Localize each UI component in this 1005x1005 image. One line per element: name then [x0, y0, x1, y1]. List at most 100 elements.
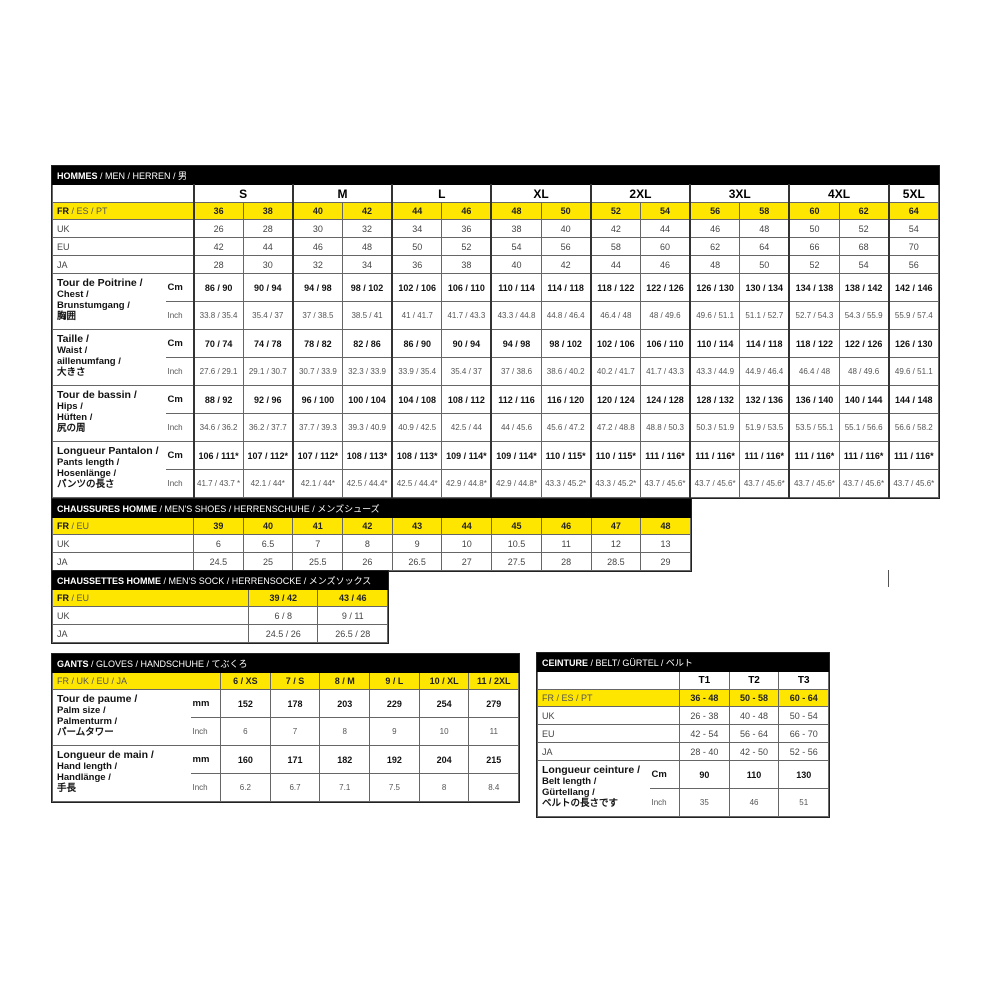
size-cell: 64 — [887, 202, 939, 220]
inch-value: 42.9 / 44.8* — [441, 469, 492, 498]
inch-value: 43.7 / 45.6* — [788, 469, 840, 498]
size-cell: 34 — [341, 255, 393, 274]
table-title: GANTS / GLOVES / HANDSCHUHE / てぶくろ — [51, 654, 520, 673]
size-cell: 42 — [589, 219, 641, 238]
inch-value: 50.3 / 51.9 — [689, 413, 741, 442]
inch-value: 9 — [369, 717, 420, 746]
inch-value: 46.4 / 48 — [788, 357, 840, 386]
measure-row-inch: Inch 6.2 6.7 7.1 7.5 8 8.4 — [53, 773, 520, 802]
inch-value: 33.8 / 35.4 — [192, 301, 244, 330]
size-cell: 44 — [242, 237, 294, 256]
label-text: FR / ES / PT — [542, 693, 593, 703]
size-cell: 40 — [242, 517, 294, 535]
size-group: 5XL — [887, 184, 939, 203]
inch-value: 40.2 / 41.7 — [589, 357, 641, 386]
measure-row-cm: Tour de Poitrine / Chest / Brunstumgang / 胸… — [52, 273, 939, 330]
inch-value: 6.7 — [269, 773, 321, 802]
inch-value: 54.3 / 55.9 — [838, 301, 890, 330]
ja-row: JA 28 30 32 34 36 38 40 42 44 46 48 50 52 54 56 — [52, 255, 939, 274]
size-cell: 52 — [441, 237, 492, 256]
cm-value: 130 / 134 — [739, 273, 790, 302]
size-header: T3 — [778, 671, 830, 690]
measure-translation: Handlänge / — [57, 772, 111, 783]
cm-value: 192 — [369, 745, 420, 774]
label-bold: GANTS — [57, 659, 89, 669]
size-cell: 42 — [192, 237, 244, 256]
cm-value: 107 / 112* — [291, 441, 343, 470]
title-bar: CHAUSSETTES HOMME / MEN'S SOCK / HERRENS… — [52, 571, 388, 590]
measure-translation: 大きさ — [57, 367, 86, 378]
ja-row: JA 28 - 40 42 - 50 52 - 56 — [537, 742, 830, 761]
cm-value: 132 / 136 — [739, 385, 790, 414]
cm-value: 124 / 128 — [639, 385, 691, 414]
inch-value: 48 / 49.6 — [838, 357, 890, 386]
size-cell: 52 - 56 — [778, 742, 830, 761]
label-bold: CHAUSSETTES HOMME — [57, 576, 162, 586]
measure-translation: Pants length / — [57, 457, 120, 468]
inch-value: 45.6 / 47.2 — [540, 413, 592, 442]
cm-value: 82 / 86 — [341, 329, 393, 358]
label-bold: CHAUSSURES HOMME — [57, 504, 158, 514]
measure-translation: Palmenturm / — [57, 716, 118, 727]
size-cell: 28 - 40 — [679, 742, 730, 761]
size-cell: 38 — [242, 202, 294, 220]
size-cell: 56 — [540, 237, 592, 256]
cm-value: 111 / 116* — [739, 441, 790, 470]
cm-value: 215 — [468, 745, 520, 774]
measure-translation: 胸囲 — [57, 311, 77, 322]
size-group: 2XL — [589, 184, 691, 203]
inch-value: 37 / 38.6 — [490, 357, 542, 386]
cm-value: 130 — [778, 760, 830, 789]
cm-value: 171 — [269, 745, 321, 774]
size-cell: 44 — [639, 219, 691, 238]
size-cell: 30 — [291, 219, 343, 238]
measure-translation: パームタワー — [57, 727, 114, 738]
measure-label: Taille / Waist / aillenumfang / 大きさ — [52, 329, 166, 386]
unit-cm: Cm — [165, 385, 194, 414]
cm-value: 112 / 116 — [490, 385, 542, 414]
size-cell: 60 — [639, 237, 691, 256]
measure-translation: Hüften / — [57, 412, 93, 423]
inch-value: 42.5 / 44 — [441, 413, 492, 442]
measure-translation: Gürtellang / — [542, 787, 595, 798]
size-cell: 8 — [342, 534, 393, 553]
cm-value: 110 — [728, 760, 780, 789]
cm-value: 106 / 110 — [639, 329, 691, 358]
measure-label: Tour de bassin / Hips / Hüften / 尻の周 — [52, 385, 166, 442]
inch-value: 27.6 / 29.1 — [192, 357, 244, 386]
size-cell: 60 - 64 — [778, 689, 830, 707]
size-cell: 39 — [193, 517, 244, 535]
inch-value: 43.7 / 45.6* — [689, 469, 741, 498]
cm-value: 109 / 114* — [441, 441, 492, 470]
size-header: T2 — [728, 671, 780, 690]
uk-row: UK 6 6.5 7 8 9 10 10.5 11 12 13 — [52, 534, 691, 553]
fr-row-label: FR / ES / PT — [537, 689, 680, 707]
inch-value: 43.3 / 45.2* — [589, 469, 641, 498]
gloves-size-table: GANTS / GLOVES / HANDSCHUHE / てぶくろ FR / U… — [50, 653, 521, 803]
size-cell: 43 — [391, 517, 443, 535]
inch-value: 48.8 / 50.3 — [639, 413, 691, 442]
size-cell: 45 — [491, 517, 542, 535]
size-cell: 60 — [788, 202, 840, 220]
label-text: / GLOVES / HANDSCHUHE / てぶくろ — [88, 659, 248, 669]
unit-inch: Inch — [165, 301, 194, 330]
table-title: CHAUSSURES HOMME / MEN'S SHOES / HERRENS… — [52, 499, 691, 518]
inch-value: 36.2 / 37.7 — [242, 413, 294, 442]
inch-value: 49.6 / 51.1 — [887, 357, 939, 386]
measure-label: Longueur Pantalon / Pants length / Hosenlä… — [52, 441, 166, 498]
inch-value: 53.5 / 55.1 — [788, 413, 840, 442]
fr-row-label: FR / EU — [52, 589, 249, 607]
title-bar: CEINTURE / BELT/ GÜRTEL / ベルト — [536, 653, 830, 672]
measure-name: Taille / — [57, 333, 89, 345]
uk-row-label: UK — [52, 219, 194, 238]
inch-value: 44 / 45.6 — [490, 413, 542, 442]
unit-inch: Inch — [190, 773, 221, 802]
title-bar: HOMMES / MEN / HERREN / 男 — [52, 166, 939, 185]
inch-value: 35.4 / 37 — [441, 357, 492, 386]
unit-cm: mm — [190, 689, 221, 718]
table-title: CHAUSSETTES HOMME / MEN'S SOCK / HERRENS… — [52, 571, 388, 590]
size-cell: 50 — [391, 237, 443, 256]
measure-row-inch: Inch 34.6 / 36.2 36.2 / 37.7 37.7 / 39.3 39.… — [53, 413, 939, 442]
measure-translation: Belt length / — [542, 776, 597, 787]
size-cell: 50 — [739, 255, 790, 274]
